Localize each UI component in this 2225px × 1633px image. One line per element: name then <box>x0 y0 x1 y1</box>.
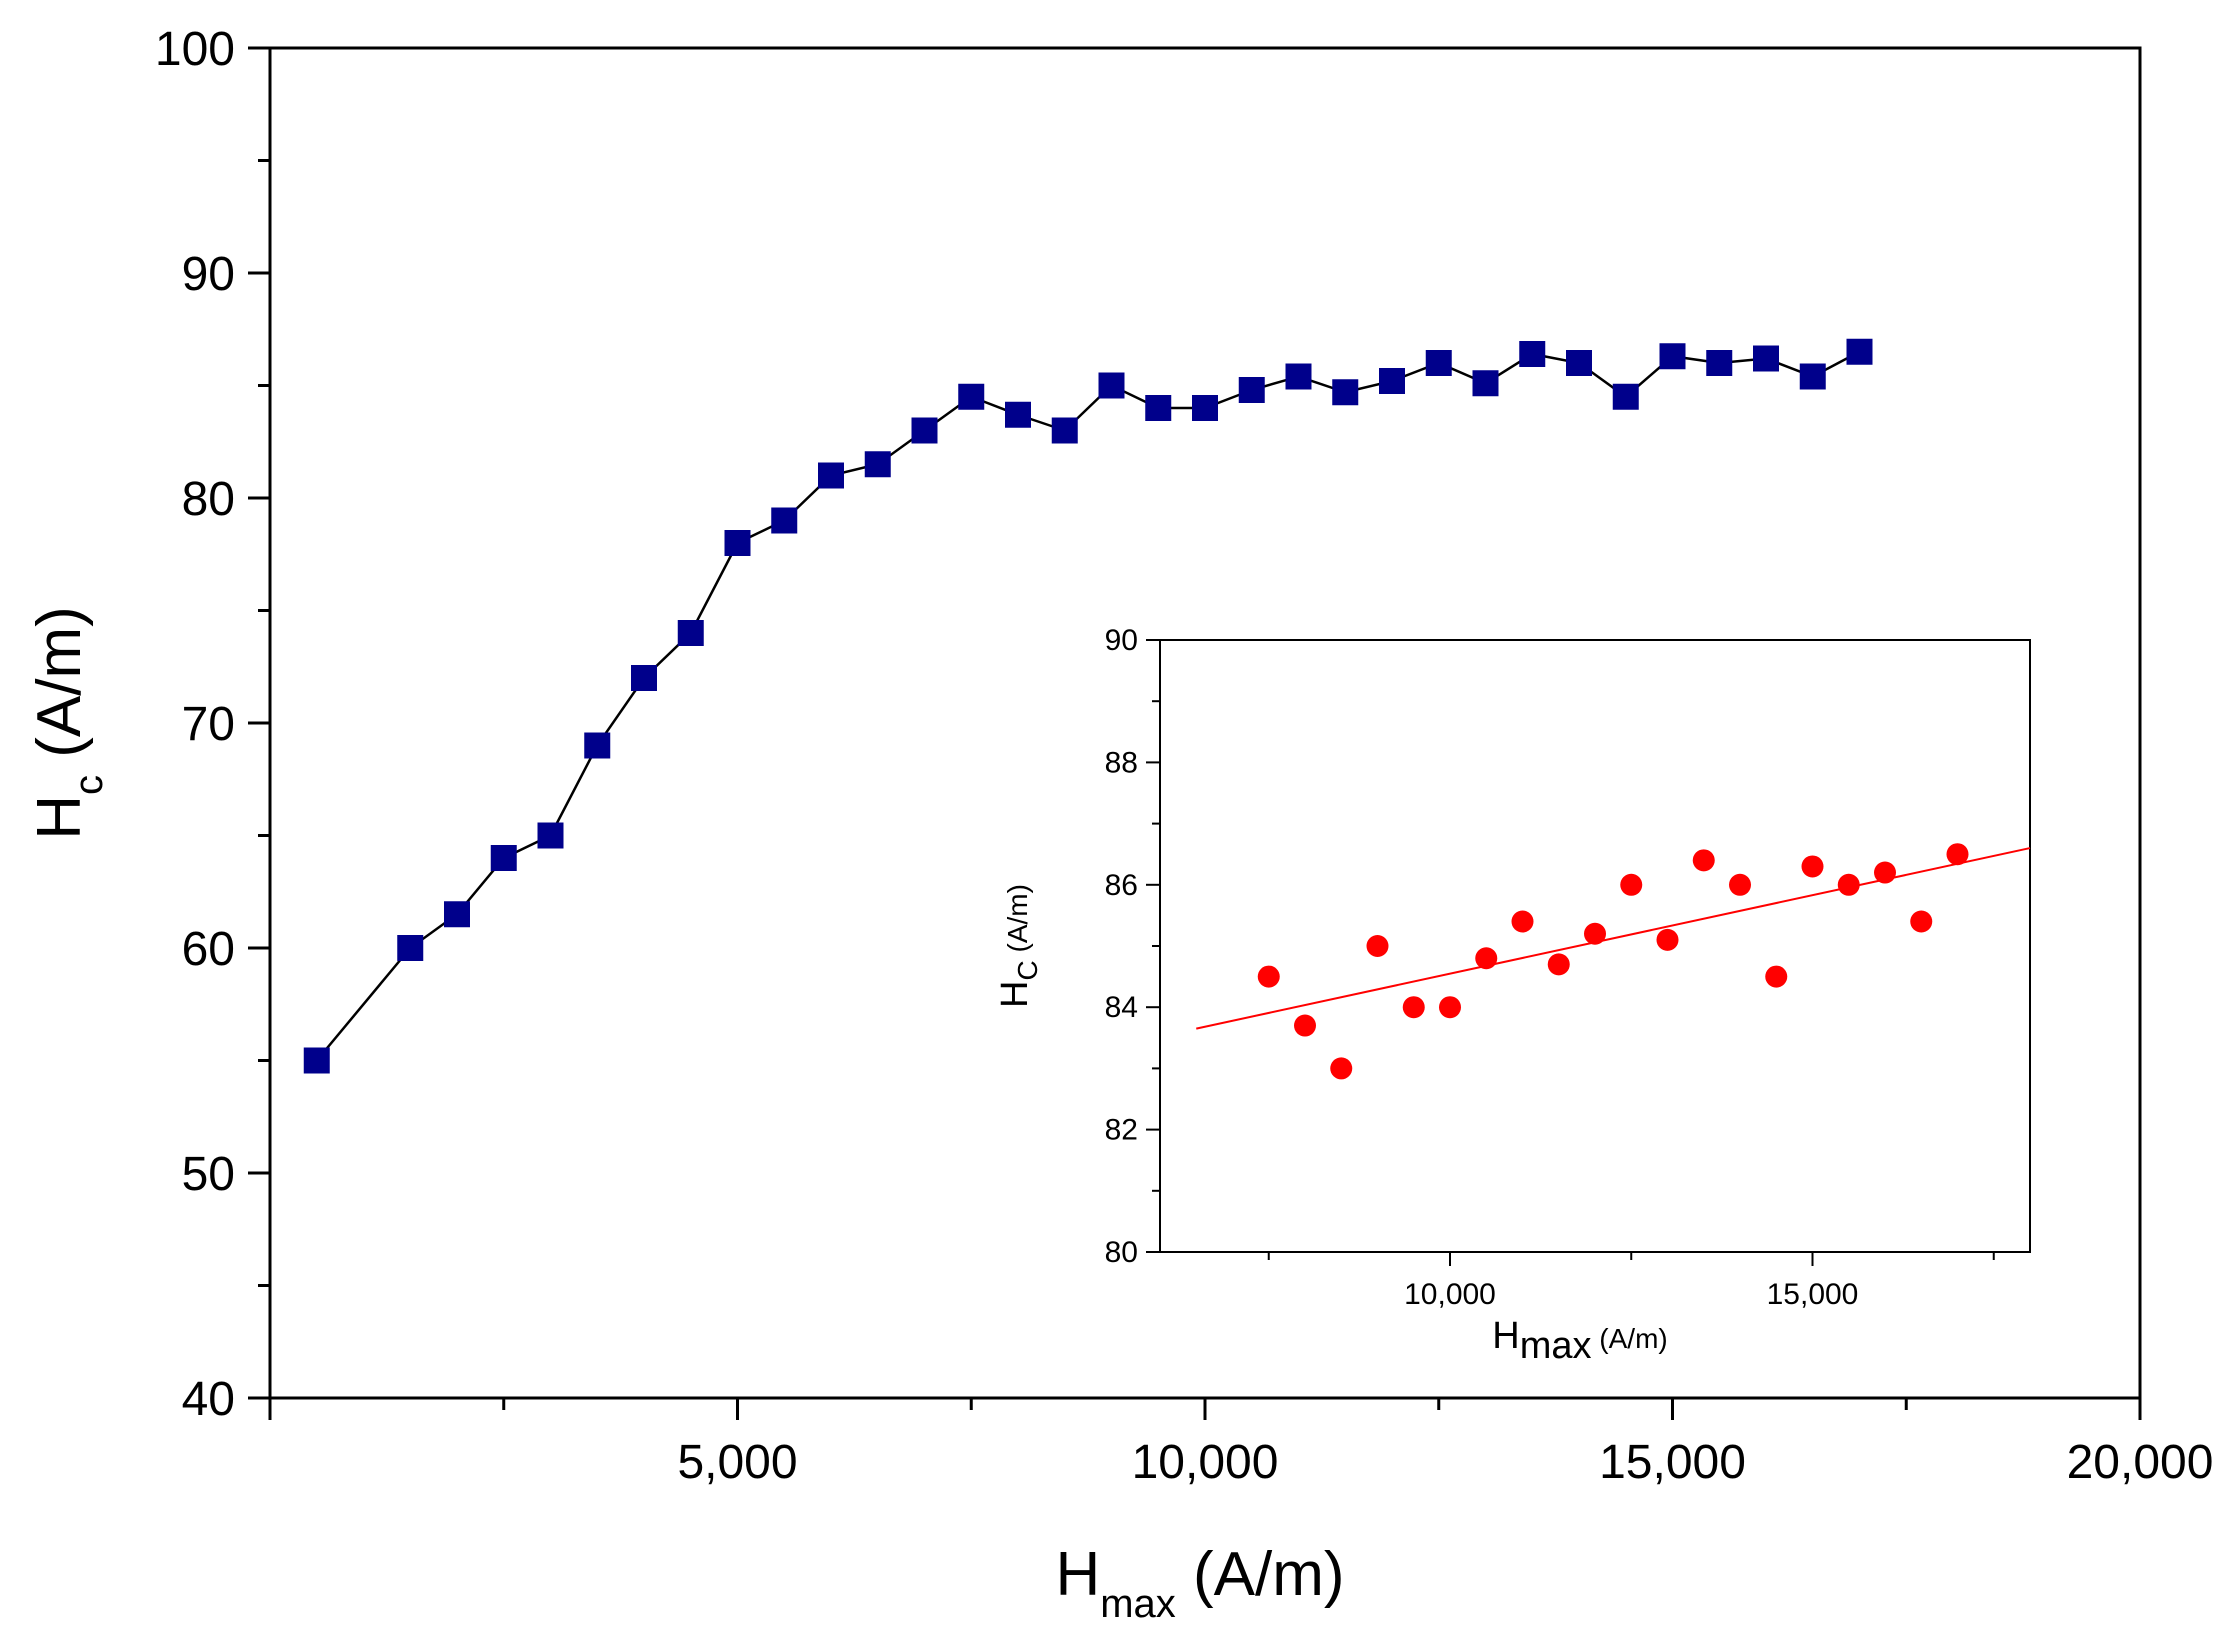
inset-y-tick-label: 90 <box>1105 624 1138 657</box>
inset-data-point <box>1837 873 1860 896</box>
inset-data-point <box>1511 910 1534 933</box>
inset-x-axis-title-h: H <box>1492 1315 1519 1357</box>
inset-y-tick-label: 86 <box>1105 869 1138 902</box>
main-x-axis-title-unit: (A/m) <box>1176 1540 1345 1609</box>
inset-data-point <box>1584 922 1606 945</box>
main-y-axis-title-unit: (A/m) <box>25 606 94 775</box>
main-y-axis-title: Hc (A/m) <box>25 606 111 840</box>
main-x-tick-label: 10,000 <box>1132 1436 1279 1489</box>
inset-data-point <box>1294 1014 1316 1037</box>
main-y-tick-label: 50 <box>182 1148 235 1201</box>
inset-series <box>1257 843 1969 1080</box>
inset-x-axis-title: Hmax (A/m) <box>1492 1315 1667 1367</box>
main-data-point <box>490 845 517 871</box>
inset-data-point <box>1656 928 1679 951</box>
main-x-axis-title-h: H <box>1055 1540 1100 1609</box>
main-data-point <box>1425 350 1452 376</box>
main-x-tick-label: 20,000 <box>2067 1436 2214 1489</box>
main-data-point <box>677 620 704 646</box>
inset-data-point <box>1765 965 1788 988</box>
inset-data-point <box>1475 947 1498 970</box>
main-data-point <box>1005 401 1031 428</box>
inset-data-point <box>1366 935 1389 957</box>
main-y-tick-label: 80 <box>182 473 235 526</box>
inset-y-tick-label: 88 <box>1105 746 1138 779</box>
main-data-point <box>771 507 798 534</box>
main-data-point <box>958 383 985 410</box>
inset-plot-frame <box>1159 639 2031 1253</box>
inset-x-axis-title-sub: max <box>1520 1325 1592 1367</box>
main-y-tick-label: 70 <box>182 698 235 751</box>
inset-data-point <box>1801 855 1824 878</box>
main-data-point <box>1379 368 1405 394</box>
main-data-point <box>1659 343 1686 370</box>
inset-y-axis-title-h: H <box>994 981 1036 1008</box>
inset-y-tick-label: 84 <box>1105 991 1138 1024</box>
inset-data-point <box>1692 849 1715 872</box>
main-data-point <box>911 417 938 444</box>
inset-x-tick-label: 10,000 <box>1404 1278 1496 1311</box>
inset-y-axis-title-sub: C <box>1012 960 1043 980</box>
inset-y-axis-title-unit: (A/m) <box>1002 884 1033 960</box>
main-x-tick-label: 15,000 <box>1599 1436 1746 1489</box>
main-data-point <box>1145 395 1172 421</box>
inset-data-point <box>1439 996 1461 1019</box>
main-y-tick-label: 40 <box>182 1373 235 1426</box>
inset-data-point <box>1729 873 1751 896</box>
main-data-point <box>1846 338 1873 365</box>
main-data-point <box>584 732 611 759</box>
main-data-point <box>1706 350 1733 376</box>
main-data-point <box>818 462 844 489</box>
inset-data-point <box>1330 1057 1353 1080</box>
main-data-point <box>1519 341 1546 367</box>
main-data-point <box>537 822 564 849</box>
main-data-point <box>631 665 657 691</box>
main-data-point <box>303 1047 330 1074</box>
main-data-point <box>1098 372 1125 399</box>
main-data-point <box>1753 345 1779 372</box>
inset-data-point <box>1874 861 1896 884</box>
main-x-axis-title: Hmax (A/m) <box>1055 1540 1344 1626</box>
main-data-point <box>1285 363 1312 390</box>
main-y-axis-title-sub: c <box>67 775 111 795</box>
inset-tick-labels: 80 82 84 86 88 90 10,000 15,000 <box>1105 624 1859 1311</box>
main-x-axis-title-sub: max <box>1100 1582 1176 1626</box>
main-data-point <box>864 451 891 478</box>
main-data-point <box>1566 350 1592 376</box>
inset-data-point <box>1946 843 1969 866</box>
main-data-point <box>444 901 470 928</box>
main-data-point <box>1238 377 1265 403</box>
inset-y-tick-label: 82 <box>1105 1114 1138 1147</box>
inset-data-point <box>1257 965 1280 988</box>
main-data-point <box>1799 363 1826 390</box>
inset-data-point <box>1402 996 1425 1019</box>
main-y-axis-title-h: H <box>25 795 94 840</box>
main-data-point <box>1472 370 1499 397</box>
main-data-point <box>1332 379 1359 406</box>
main-ticks <box>248 46 2142 1420</box>
main-data-point <box>724 530 751 556</box>
main-y-tick-label: 90 <box>182 248 235 301</box>
main-series <box>303 338 1873 1074</box>
inset-data-point <box>1910 910 1933 933</box>
main-x-tick-label: 5,000 <box>677 1436 797 1489</box>
inset-data-point <box>1547 953 1570 976</box>
main-data-point <box>1051 417 1078 444</box>
inset-x-axis-title-unit: (A/m) <box>1592 1323 1668 1354</box>
main-data-point <box>1192 395 1218 421</box>
main-tick-labels: 40 50 60 70 80 90 100 5,000 10,000 15,000 20,000 <box>155 23 2214 1489</box>
main-data-point <box>1612 383 1639 410</box>
inset-ticks <box>1146 639 1995 1266</box>
inset-y-axis-title: HC (A/m) <box>994 884 1043 1008</box>
main-data-point <box>397 935 424 961</box>
main-chart: 40 50 60 70 80 90 100 5,000 10,000 15,000 20,000 H… <box>25 23 2213 1626</box>
inset-data-point <box>1620 873 1643 896</box>
main-y-tick-label: 100 <box>155 23 235 76</box>
main-y-tick-label: 60 <box>182 923 235 976</box>
inset-y-tick-label: 80 <box>1105 1236 1138 1269</box>
inset-x-tick-label: 15,000 <box>1767 1278 1859 1311</box>
